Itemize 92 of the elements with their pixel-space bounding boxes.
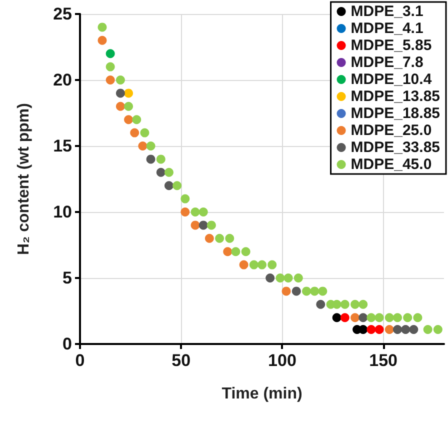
point xyxy=(350,300,360,309)
point xyxy=(374,324,384,334)
point xyxy=(241,247,250,256)
legend-label: MDPE_10.4 xyxy=(350,71,432,88)
legend-label: MDPE_33.85 xyxy=(350,139,440,156)
point xyxy=(393,324,402,334)
point xyxy=(340,300,350,309)
point xyxy=(433,324,442,334)
legend-label: MDPE_7.8 xyxy=(350,54,424,71)
y-tick-label: 5 xyxy=(62,268,72,288)
y-tick-label: 25 xyxy=(53,4,72,24)
point xyxy=(350,313,360,322)
point xyxy=(98,36,107,45)
x-axis-title: Time (min) xyxy=(222,386,302,402)
legend-label: MDPE_25.0 xyxy=(350,122,432,139)
point xyxy=(116,88,125,98)
point xyxy=(156,168,166,177)
point xyxy=(413,313,422,322)
point xyxy=(204,234,214,243)
legend-label: MDPE_4.1 xyxy=(350,20,424,37)
point xyxy=(284,274,293,282)
point xyxy=(318,286,328,296)
point xyxy=(223,247,232,256)
point xyxy=(172,181,182,190)
y-tick-label: 10 xyxy=(53,202,72,222)
point xyxy=(302,286,311,296)
point xyxy=(98,22,107,32)
legend-label: MDPE_13.85 xyxy=(350,88,440,105)
point xyxy=(249,260,258,270)
y-axis-title: H₂ content (wt ppm) xyxy=(16,103,32,255)
point xyxy=(401,324,410,334)
point xyxy=(225,234,234,243)
legend-label: MDPE_5.85 xyxy=(350,37,432,54)
point xyxy=(384,313,394,322)
point xyxy=(268,260,277,270)
point xyxy=(198,220,208,230)
point xyxy=(340,313,350,322)
point xyxy=(393,313,402,322)
point xyxy=(106,49,115,58)
point xyxy=(332,313,342,322)
x-tick-label: 0 xyxy=(75,351,85,370)
point xyxy=(215,234,224,243)
point xyxy=(116,76,125,84)
point xyxy=(384,324,394,334)
point xyxy=(266,274,275,282)
y-tick-label: 0 xyxy=(62,334,72,354)
point xyxy=(239,260,248,270)
point xyxy=(146,154,156,164)
legend-label: MDPE_3.1 xyxy=(350,3,424,20)
point xyxy=(130,128,140,138)
point xyxy=(190,220,200,230)
point xyxy=(180,208,190,216)
x-tick-label: 100 xyxy=(268,351,296,370)
point xyxy=(310,286,320,296)
x-tick-label: 150 xyxy=(369,351,398,370)
point xyxy=(138,142,148,150)
point xyxy=(140,128,150,138)
point xyxy=(116,102,125,111)
point xyxy=(358,300,368,309)
y-tick-label: 20 xyxy=(53,70,72,90)
point xyxy=(292,286,301,296)
point xyxy=(164,168,174,177)
point xyxy=(374,313,384,322)
point xyxy=(366,313,376,322)
point xyxy=(106,62,115,72)
point xyxy=(294,274,303,282)
point xyxy=(146,142,156,150)
y-tick-label: 15 xyxy=(53,136,72,156)
point xyxy=(164,181,174,190)
point xyxy=(358,313,368,322)
point xyxy=(180,194,190,204)
point xyxy=(106,76,115,84)
point xyxy=(423,324,432,334)
legend-label: MDPE_18.85 xyxy=(350,105,440,122)
x-tick-label: 50 xyxy=(172,351,191,370)
point xyxy=(198,208,208,216)
point xyxy=(409,324,418,334)
point xyxy=(276,274,285,282)
point xyxy=(316,300,326,309)
point xyxy=(282,286,291,296)
point xyxy=(366,324,376,334)
legend-label: MDPE_45.0 xyxy=(350,156,432,173)
point xyxy=(124,115,134,124)
point xyxy=(403,313,412,322)
point xyxy=(258,260,266,270)
point xyxy=(156,154,166,164)
point xyxy=(132,115,142,124)
point xyxy=(190,208,200,216)
point xyxy=(206,220,216,230)
point xyxy=(124,102,134,111)
point xyxy=(231,247,240,256)
point xyxy=(124,88,134,98)
